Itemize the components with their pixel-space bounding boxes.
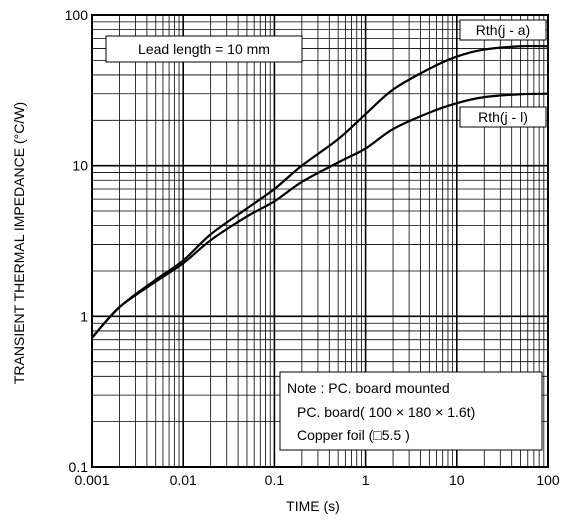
x-tick-label: 0.01	[170, 472, 197, 488]
note-box: Note : PC. board mounted PC. board( 100 …	[279, 371, 543, 451]
series-label-rth-jl-text: Rth(j - l)	[478, 109, 528, 125]
lead-length-text: Lead length = 10 mm	[138, 41, 270, 57]
tick-labels: 0.001 0.01 0.1 1 10 100 0.1 1 10 100	[65, 7, 560, 488]
note-line-2: PC. board( 100 × 180 × 1.6t)	[297, 404, 475, 420]
y-tick-label: 10	[72, 158, 88, 174]
x-tick-label: 0.1	[265, 472, 285, 488]
x-tick-label: 0.001	[74, 472, 109, 488]
x-tick-label: 100	[536, 472, 560, 488]
y-axis-title: TRANSIENT THERMAL IMPEDANCE (°C/W)	[11, 102, 27, 384]
series-label-rth-ja-text: Rth(j - a)	[476, 22, 530, 38]
series-line-1	[91, 92, 549, 339]
x-tick-label: 1	[362, 472, 370, 488]
x-tick-label: 10	[449, 472, 465, 488]
note-line-1: Note : PC. board mounted	[287, 380, 450, 396]
axes	[91, 14, 549, 468]
lead-length-annotation: Lead length = 10 mm	[105, 35, 303, 63]
series-line-0	[91, 44, 549, 339]
data-curves	[91, 44, 549, 339]
y-tick-label: 1	[80, 308, 88, 324]
note-line-3: Copper foil (□5.5 )	[297, 427, 410, 443]
y-tick-label: 100	[65, 7, 89, 23]
series-label-rth-ja: Rth(j - a)	[459, 19, 547, 41]
plot-frame	[91, 14, 549, 468]
y-tick-label: 0.1	[69, 459, 89, 475]
series-label-rth-jl: Rth(j - l)	[459, 106, 547, 128]
x-axis-title: TIME (s)	[286, 498, 340, 514]
